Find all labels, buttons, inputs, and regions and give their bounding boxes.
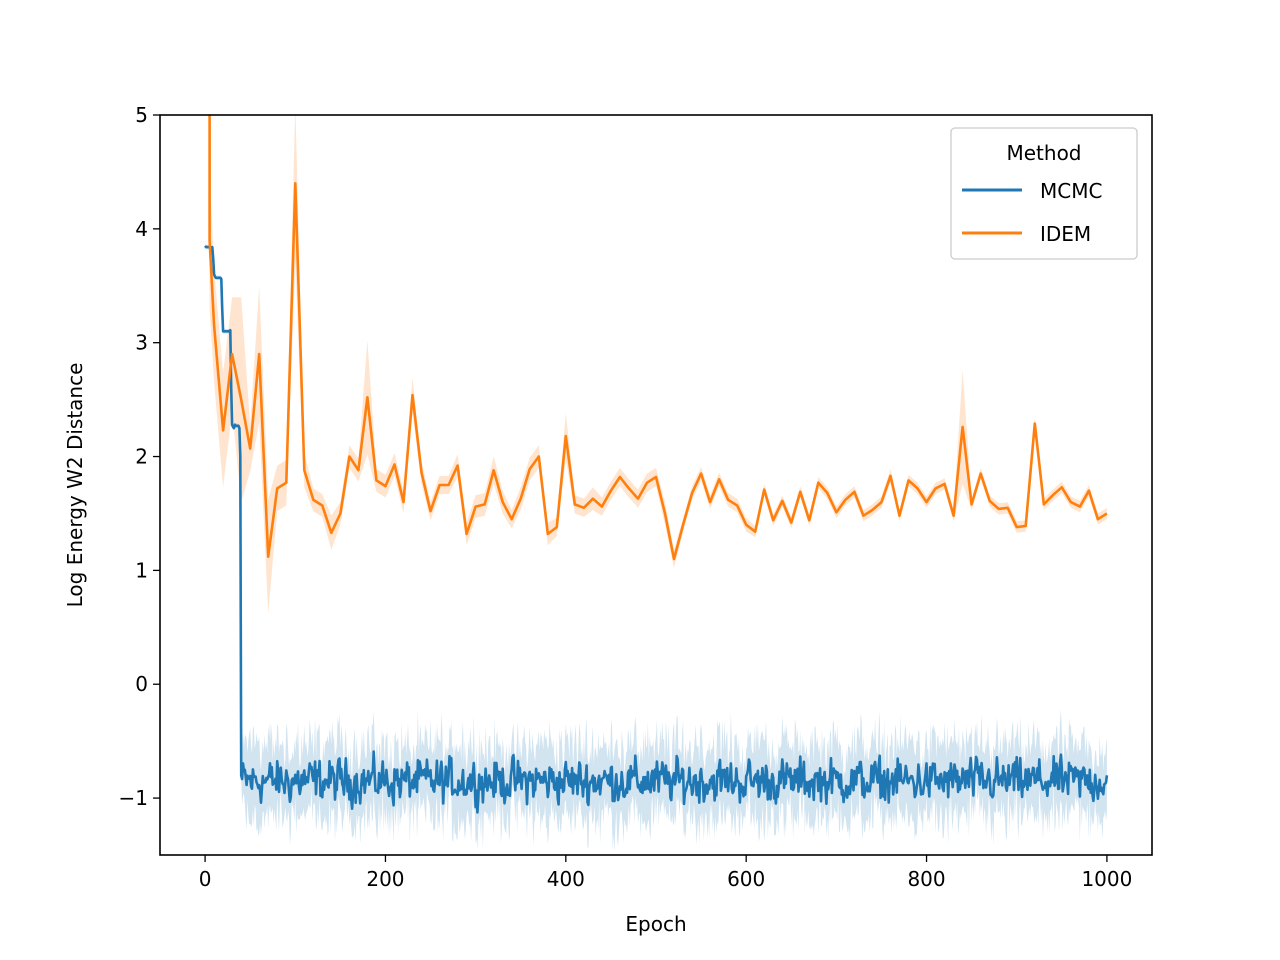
legend-box bbox=[950, 127, 1138, 260]
y-tick-label: 1 bbox=[135, 558, 148, 582]
y-tick-label: 4 bbox=[135, 217, 148, 241]
x-axis-label: Epoch bbox=[625, 912, 686, 936]
x-tick-label: 1000 bbox=[1081, 867, 1132, 891]
x-tick-label: 400 bbox=[547, 867, 585, 891]
legend-label-idem: IDEM bbox=[1040, 222, 1091, 246]
legend-label-mcmc: MCMC bbox=[1040, 179, 1102, 203]
x-tick-label: 600 bbox=[727, 867, 765, 891]
legend-title: Method bbox=[1006, 141, 1081, 165]
x-tick-label: 200 bbox=[366, 867, 404, 891]
y-tick-label: 2 bbox=[135, 445, 148, 469]
y-tick-label: 5 bbox=[135, 103, 148, 127]
x-tick-label: 800 bbox=[907, 867, 945, 891]
line-mcmc bbox=[204, 245, 1109, 814]
x-axis-ticks: 0 200 400 600 800 1000 bbox=[199, 855, 1132, 891]
band-mcmc bbox=[205, 243, 1107, 853]
legend: Method MCMC IDEM bbox=[950, 127, 1138, 260]
plot-frame bbox=[159, 114, 1153, 856]
x-tick-label: 0 bbox=[199, 867, 212, 891]
y-tick-label: −1 bbox=[119, 786, 148, 810]
y-tick-label: 3 bbox=[135, 331, 148, 355]
confidence-bands bbox=[205, 115, 1107, 853]
line-idem bbox=[208, 115, 1108, 561]
y-axis-label: Log Energy W2 Distance bbox=[63, 363, 87, 608]
series-lines bbox=[204, 115, 1109, 814]
y-axis-ticks: −1 0 1 2 3 4 5 bbox=[119, 103, 160, 810]
y-tick-label: 0 bbox=[135, 672, 148, 696]
